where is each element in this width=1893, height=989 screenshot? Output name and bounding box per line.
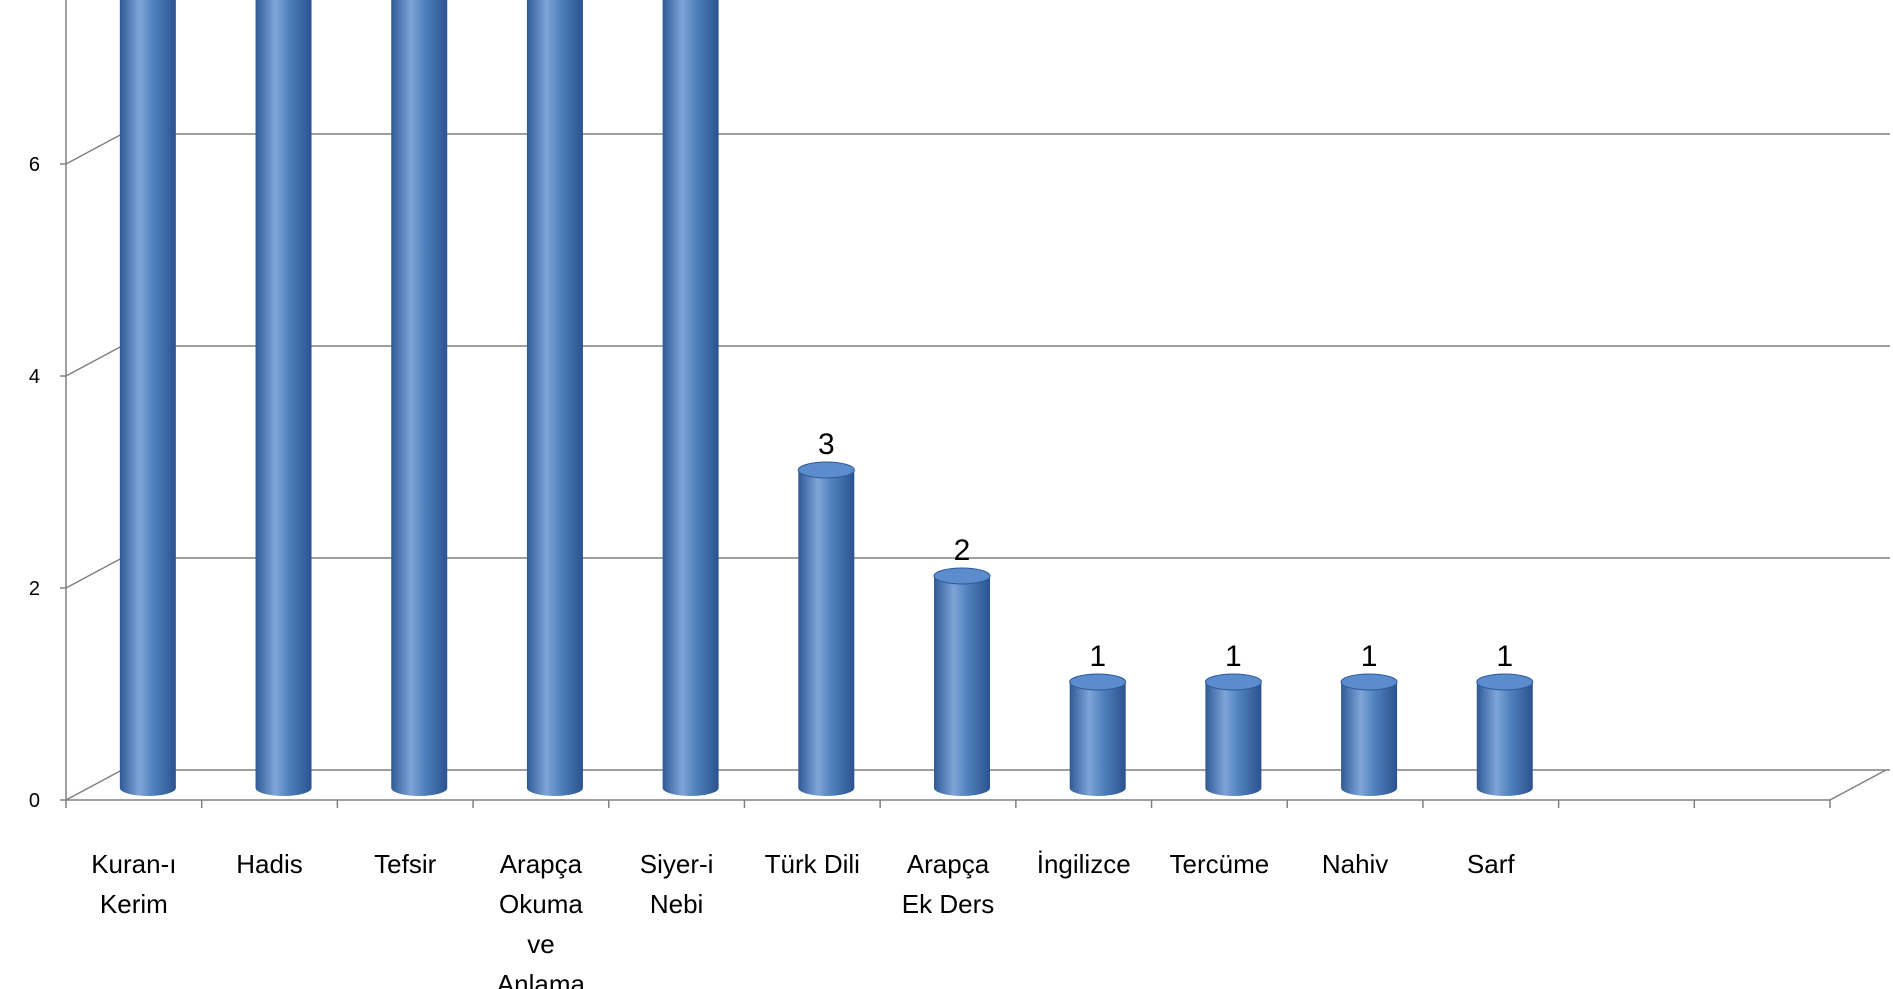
bar-top — [797, 461, 855, 479]
data-label: 1 — [1089, 640, 1106, 673]
bar — [119, 0, 176, 796]
bar — [798, 470, 855, 796]
gridline-depth — [65, 133, 123, 165]
x-tick-label: Tercüme — [1170, 849, 1270, 879]
y-tick-label: 6 — [29, 154, 40, 176]
bar — [255, 0, 312, 796]
x-tick-label: Siyer-i Nebi — [640, 849, 714, 919]
bar-top — [1476, 673, 1534, 691]
y-tick-label: 4 — [29, 366, 40, 388]
bar-top — [933, 567, 991, 585]
bars — [119, 0, 1534, 796]
x-tick-label: Türk Dili — [765, 849, 860, 879]
bar — [391, 0, 448, 796]
x-tick-label: Arapça Okuma ve Anlama — [497, 849, 586, 989]
bar-top — [1340, 673, 1398, 691]
gridline-depth — [65, 769, 123, 801]
bar — [1069, 682, 1126, 796]
bar — [934, 576, 990, 796]
gridline-depth — [65, 345, 123, 377]
x-tick-label: Tefsir — [374, 849, 436, 879]
x-tick-label: Hadis — [236, 849, 302, 879]
data-label: 1 — [1361, 640, 1378, 673]
bar — [526, 0, 583, 796]
floor-edge — [1829, 769, 1887, 801]
bar-top — [1069, 673, 1127, 691]
axes — [60, 0, 1887, 808]
bar — [1205, 682, 1262, 796]
bar — [1341, 682, 1398, 796]
x-tick-label: Sarf — [1467, 849, 1515, 879]
y-tick-label: 2 — [29, 578, 40, 600]
data-label: 2 — [954, 534, 971, 567]
data-label: 3 — [818, 428, 835, 461]
x-tick-label: İngilizce — [1037, 849, 1131, 879]
labels: 0246810121414Kuran-ıKerim12Hadis11Tefsir… — [29, 154, 1516, 989]
y-tick-label: 0 — [29, 790, 40, 812]
x-tick-label: Kuran-ı Kerim — [91, 849, 176, 919]
gridline-depth — [65, 557, 123, 589]
bar — [1476, 682, 1533, 796]
bar — [662, 0, 719, 796]
bar-top — [1204, 673, 1262, 691]
x-tick-label: Arapça Ek Ders — [902, 849, 994, 919]
data-label: 1 — [1496, 640, 1513, 673]
x-tick-label: Nahiv — [1322, 849, 1388, 879]
data-label: 1 — [1225, 640, 1242, 673]
